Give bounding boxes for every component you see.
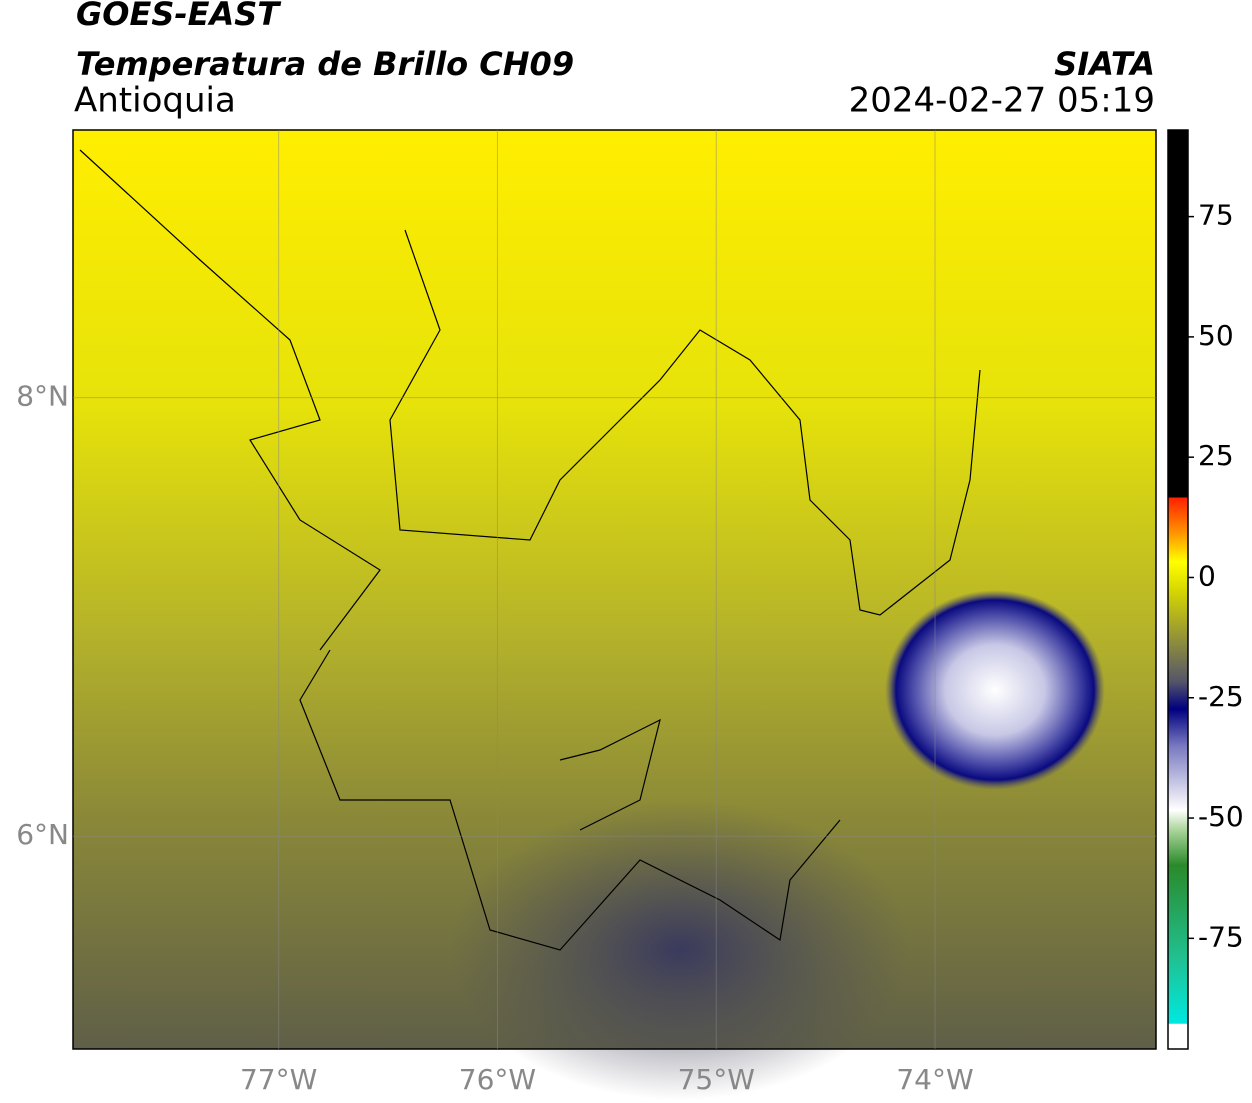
- x-tick-label: 75°W: [678, 1063, 755, 1096]
- colorbar-tick-label: 75: [1198, 199, 1234, 232]
- x-tick-label: 76°W: [459, 1063, 536, 1096]
- colorbar-tick-label: -25: [1198, 680, 1244, 713]
- x-tick-label: 74°W: [896, 1063, 973, 1096]
- satellite: GOES-EAST: [76, 0, 281, 33]
- colorbar: [1167, 129, 1189, 1050]
- x-tick-label: 77°W: [240, 1063, 317, 1096]
- colorbar-tick-label: 50: [1198, 319, 1234, 352]
- colorbar-tick-label: 25: [1198, 439, 1234, 472]
- y-tick-label: 8°N: [16, 380, 69, 413]
- product: Temperatura de Brillo CH09: [76, 45, 574, 83]
- map-image: [73, 130, 1156, 1100]
- map-frame: [72, 129, 1157, 1050]
- datetime: 2024-02-27 05:19: [849, 81, 1155, 121]
- colorbar-tick-label: -50: [1198, 800, 1244, 833]
- y-tick-label: 6°N: [16, 818, 69, 851]
- agency: SIATA: [1054, 45, 1155, 83]
- region: Antioquia: [74, 81, 236, 121]
- colorbar-tick-label: -75: [1198, 920, 1244, 953]
- colorbar-tick-label: 0: [1198, 559, 1216, 592]
